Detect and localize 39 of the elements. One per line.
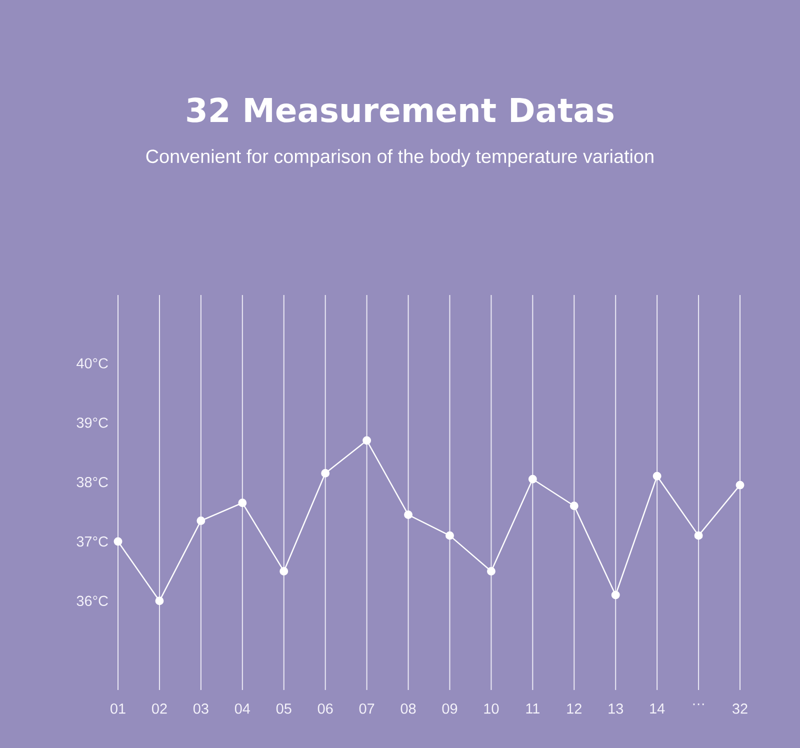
x-tick-label: 06 <box>318 704 333 714</box>
point <box>114 537 122 546</box>
y-tick-label: 36°C <box>76 596 108 606</box>
x-tick-label: 13 <box>608 704 624 714</box>
x-tick-label: 32 <box>732 704 748 714</box>
point <box>196 516 206 525</box>
x-tick-label: 11 <box>526 704 540 714</box>
point <box>736 480 744 490</box>
x-tick-label: 05 <box>276 704 292 714</box>
point <box>486 566 496 576</box>
y-tick-label: 37°C <box>76 536 108 547</box>
y-tick-label: 40°C <box>76 358 108 368</box>
x-tick-label: … <box>693 704 704 706</box>
x-tick-label: 02 <box>152 704 167 714</box>
x-tick-label: 04 <box>234 704 250 714</box>
point <box>321 468 330 478</box>
y-tick-label: 38°C <box>76 476 108 488</box>
x-tick-label: 09 <box>442 704 458 714</box>
x-tick-label: 07 <box>359 704 374 714</box>
chart-subtitle: Convenient for comparison of the body temperature variation <box>146 149 654 167</box>
y-tick-label: 39°C <box>76 418 108 428</box>
point <box>611 590 620 600</box>
point <box>570 502 578 510</box>
x-tick-label: 10 <box>484 704 499 714</box>
point <box>155 596 164 606</box>
x-tick-label: 03 <box>193 704 208 714</box>
point <box>446 531 454 540</box>
point <box>652 472 662 480</box>
point <box>280 566 288 576</box>
point <box>528 474 537 484</box>
point <box>694 531 703 540</box>
x-tick-label: 08 <box>400 704 416 714</box>
point <box>238 498 247 508</box>
point <box>362 436 372 445</box>
chart-title: 32 Measurement Datas <box>187 98 614 122</box>
x-tick-label: 12 <box>567 704 582 714</box>
x-tick-label: 01 <box>110 704 126 714</box>
point <box>404 510 413 520</box>
x-tick-label: 14 <box>650 704 665 714</box>
